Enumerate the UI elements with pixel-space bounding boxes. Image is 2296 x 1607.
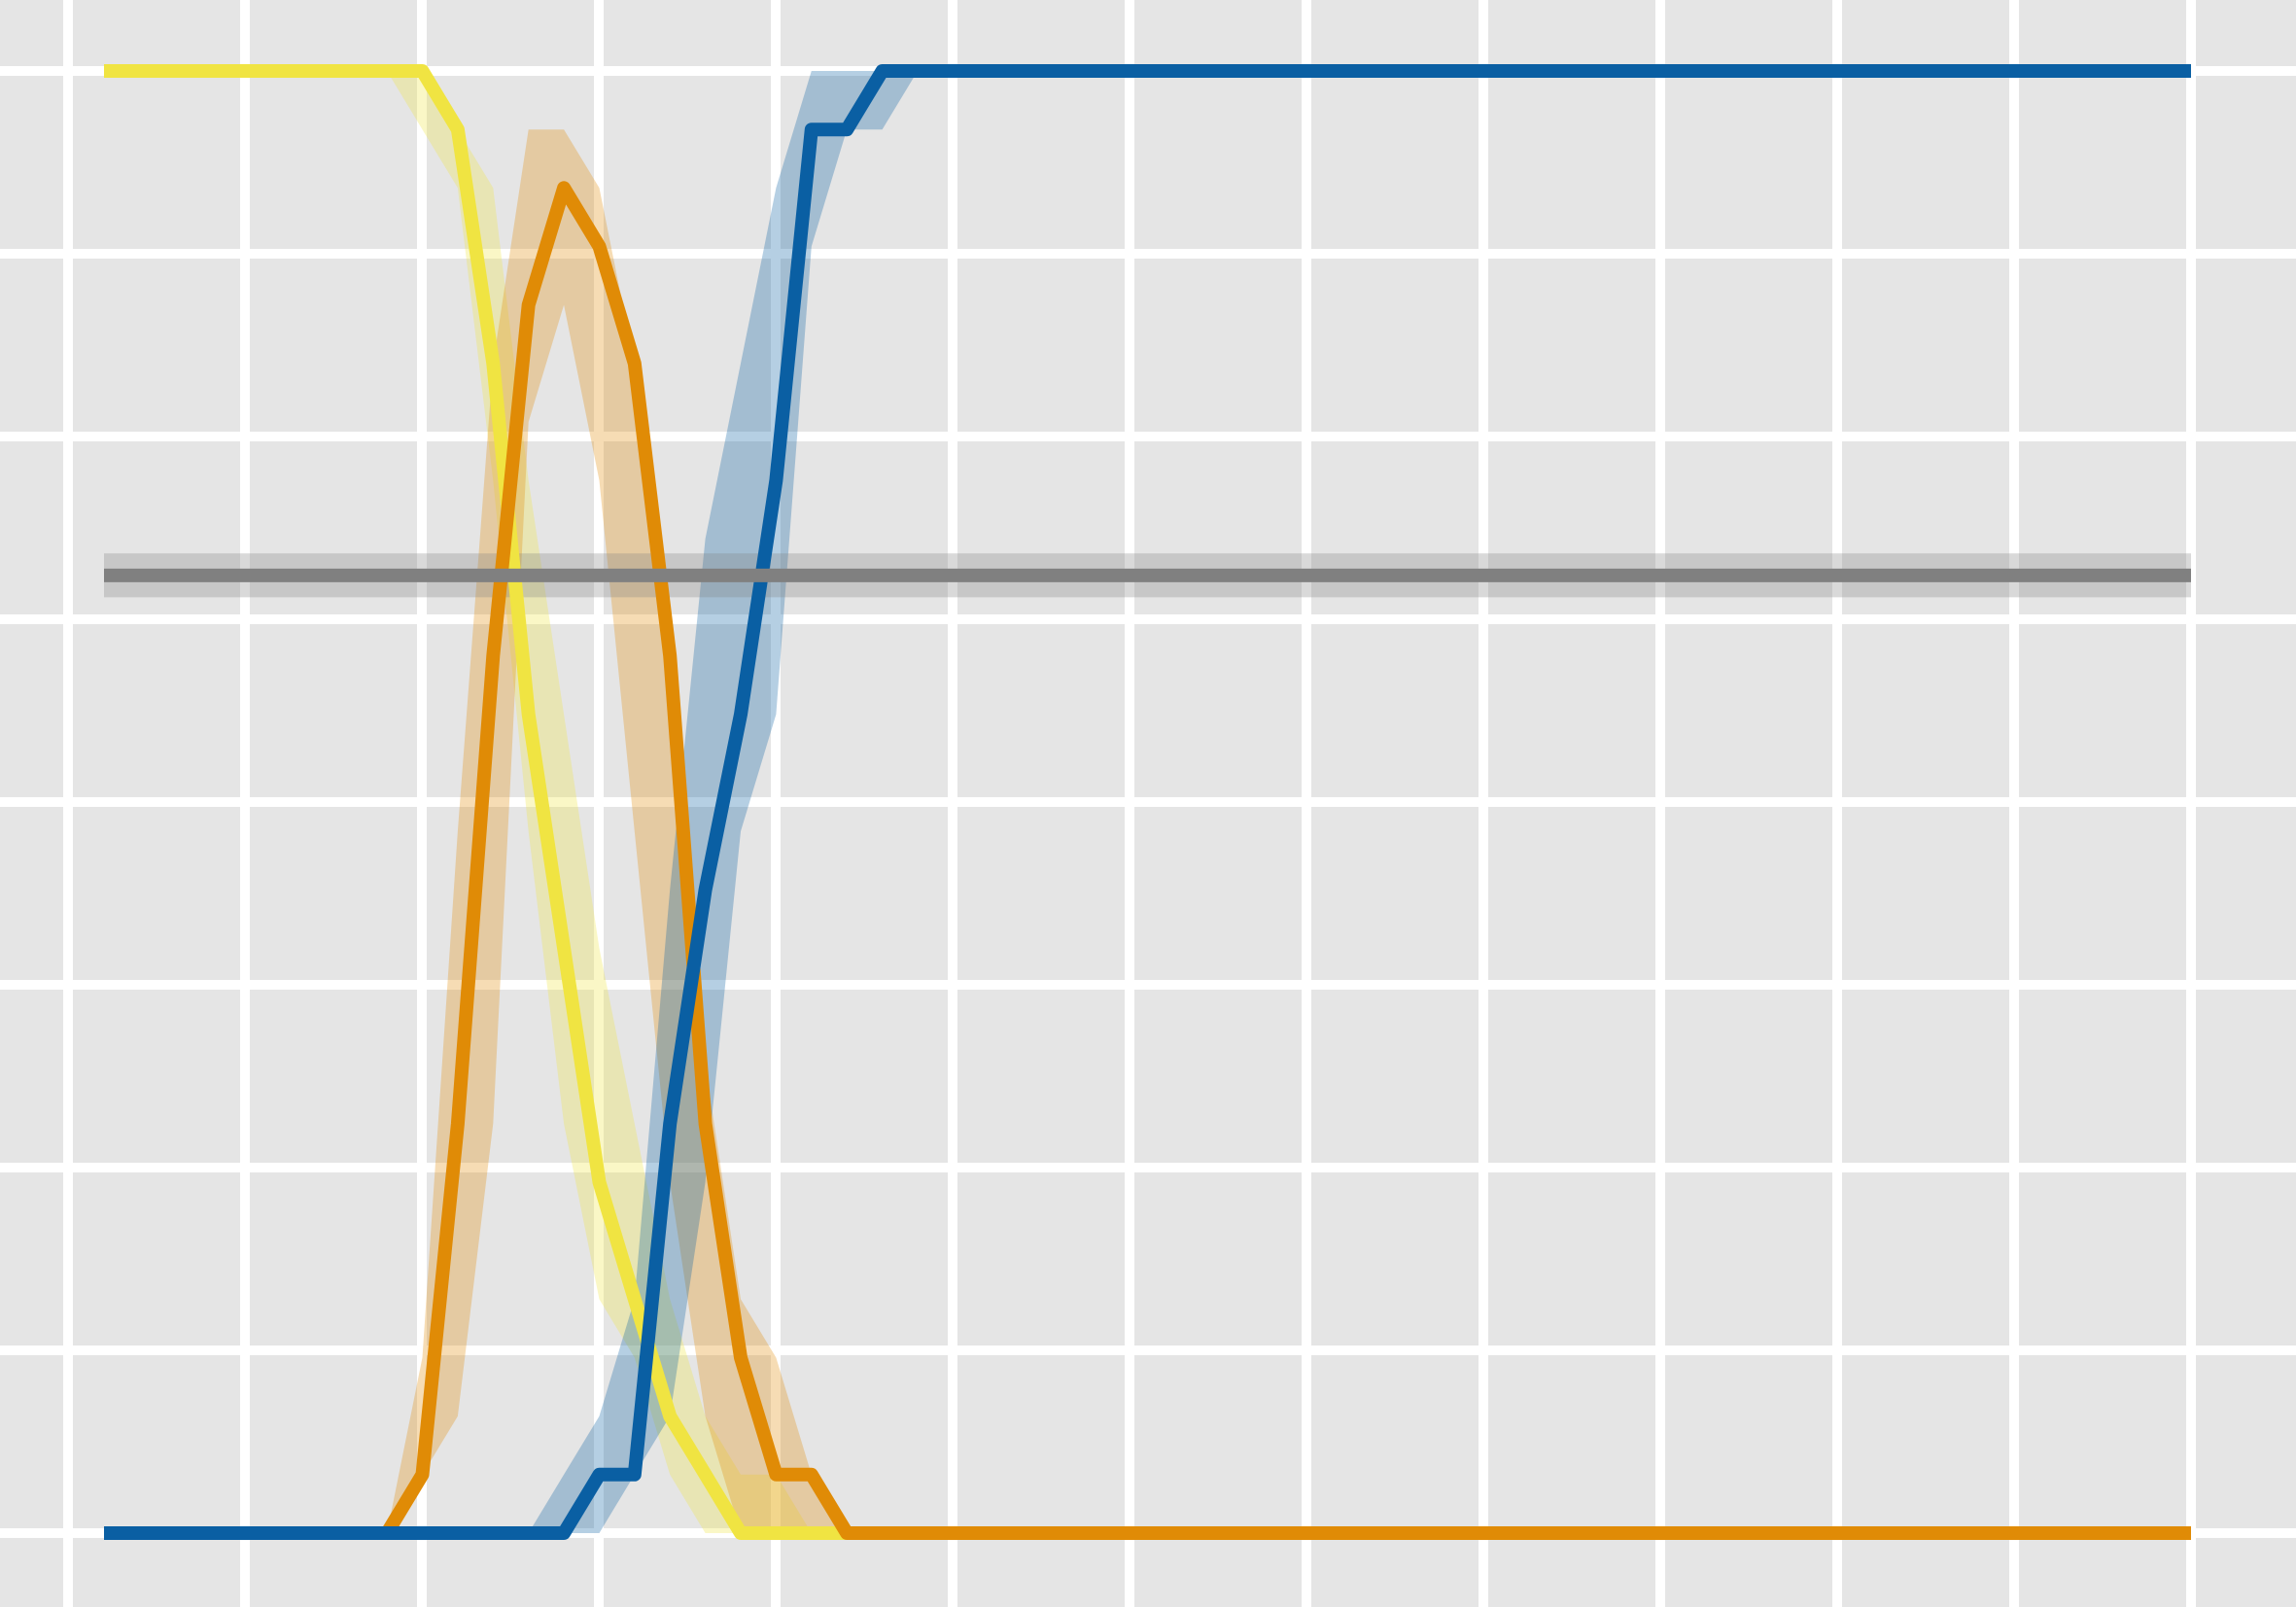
series-1-confidence-band — [104, 129, 2191, 1534]
series-1-line — [104, 181, 2191, 1540]
series-2-line — [104, 64, 2191, 1540]
series-0-confidence-band — [104, 71, 2191, 1533]
series-lines — [104, 64, 2191, 1540]
